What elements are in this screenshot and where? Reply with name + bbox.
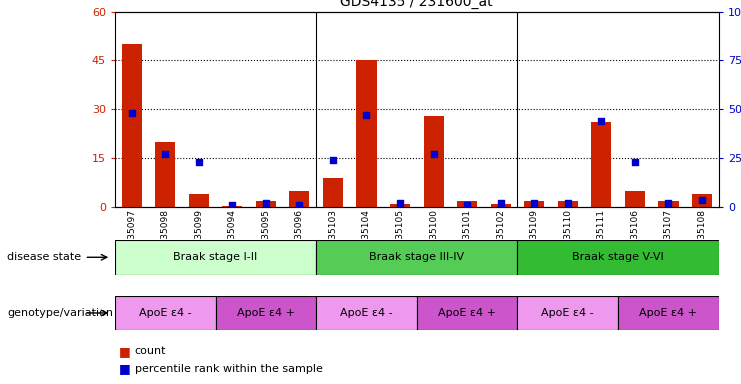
Text: percentile rank within the sample: percentile rank within the sample: [135, 364, 323, 374]
Point: [696, 197, 708, 203]
Bar: [316, 296, 416, 330]
Point: [193, 159, 205, 166]
Bar: [316, 240, 517, 275]
Point: [495, 200, 507, 207]
Text: ApoE ε4 -: ApoE ε4 -: [340, 308, 393, 318]
Text: Braak stage V-VI: Braak stage V-VI: [572, 252, 664, 262]
Bar: [625, 191, 645, 207]
Bar: [115, 240, 316, 275]
Text: genotype/variation: genotype/variation: [7, 308, 113, 318]
Point: [159, 151, 171, 157]
Text: ApoE ε4 +: ApoE ε4 +: [438, 308, 496, 318]
Point: [629, 159, 641, 166]
Bar: [517, 296, 618, 330]
Text: ■: ■: [119, 362, 134, 375]
Bar: [457, 201, 477, 207]
Bar: [692, 194, 712, 207]
Bar: [122, 44, 142, 207]
Bar: [216, 296, 316, 330]
Bar: [222, 206, 242, 207]
Bar: [289, 191, 310, 207]
Bar: [323, 178, 343, 207]
Point: [126, 110, 138, 116]
Point: [361, 112, 373, 118]
Point: [428, 151, 439, 157]
Text: ApoE ε4 +: ApoE ε4 +: [237, 308, 295, 318]
Bar: [524, 201, 545, 207]
Title: GDS4135 / 231600_at: GDS4135 / 231600_at: [341, 0, 493, 9]
Bar: [491, 204, 511, 207]
Bar: [115, 296, 216, 330]
Point: [662, 200, 674, 207]
Text: disease state: disease state: [7, 252, 82, 262]
Bar: [155, 142, 175, 207]
Text: ■: ■: [119, 345, 134, 358]
Point: [562, 200, 574, 207]
Point: [293, 202, 305, 209]
Text: Braak stage III-IV: Braak stage III-IV: [369, 252, 465, 262]
Bar: [416, 296, 517, 330]
Bar: [390, 204, 410, 207]
Point: [528, 200, 540, 207]
Text: ApoE ε4 +: ApoE ε4 +: [639, 308, 697, 318]
Bar: [517, 240, 719, 275]
Text: count: count: [135, 346, 167, 356]
Bar: [356, 61, 376, 207]
Point: [327, 157, 339, 164]
Text: Braak stage I-II: Braak stage I-II: [173, 252, 258, 262]
Bar: [189, 194, 209, 207]
Point: [596, 118, 608, 124]
Text: ApoE ε4 -: ApoE ε4 -: [139, 308, 191, 318]
Point: [226, 202, 238, 209]
Bar: [558, 201, 578, 207]
Bar: [591, 122, 611, 207]
Point: [461, 202, 473, 209]
Bar: [658, 201, 679, 207]
Bar: [618, 296, 719, 330]
Point: [260, 200, 272, 207]
Text: ApoE ε4 -: ApoE ε4 -: [542, 308, 594, 318]
Bar: [256, 201, 276, 207]
Point: [394, 200, 406, 207]
Bar: [424, 116, 444, 207]
